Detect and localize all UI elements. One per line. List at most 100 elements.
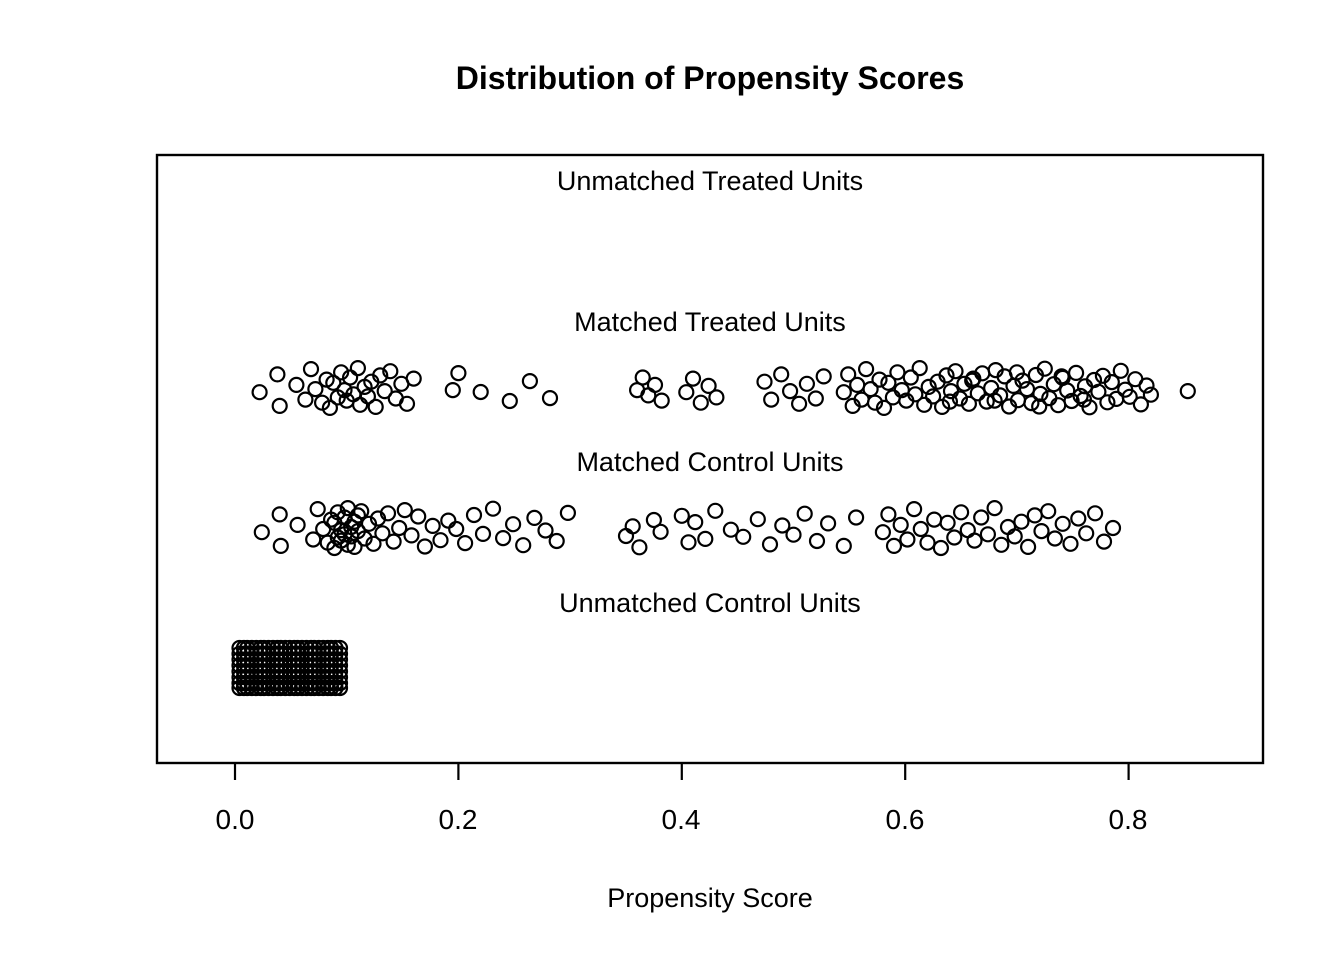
data-point [884, 389, 902, 406]
data-point [1023, 395, 1040, 412]
data-point [327, 679, 344, 697]
x-tick-label-0: 0.0 [215, 804, 255, 835]
data-point [749, 511, 766, 528]
data-point [646, 376, 664, 393]
group-label-matched-treated: Matched Treated Units [574, 307, 846, 337]
data-point [349, 360, 366, 377]
data-point [1031, 398, 1048, 415]
data-point [790, 395, 808, 412]
data-point [932, 539, 950, 557]
data-point [356, 530, 373, 547]
data-point [379, 505, 397, 522]
data-point [773, 366, 790, 383]
data-point [866, 394, 884, 411]
data-point [678, 384, 695, 401]
data-point [1090, 383, 1107, 400]
data-point [391, 519, 408, 537]
data-point [289, 516, 306, 534]
data-point [939, 514, 956, 531]
data-point [1053, 368, 1070, 385]
data-point [405, 370, 422, 387]
data-point [305, 531, 322, 548]
data-point [297, 391, 314, 408]
data-point [1132, 396, 1150, 413]
data-point [885, 537, 903, 555]
data-point [1086, 505, 1104, 522]
data-point [631, 539, 648, 556]
data-point [835, 537, 852, 555]
data-point [559, 504, 577, 522]
data-point [331, 645, 349, 662]
data-point [920, 378, 937, 395]
data-point [1063, 392, 1080, 410]
data-point [1062, 535, 1079, 552]
data-point [991, 387, 1009, 404]
data-point [359, 388, 376, 405]
data-point [947, 363, 964, 380]
data-point [1019, 538, 1037, 556]
data-point [1138, 377, 1155, 394]
data-point [484, 500, 502, 517]
data-point [1026, 507, 1043, 524]
data-point [993, 536, 1010, 553]
data-point [1075, 391, 1093, 408]
data-point [819, 515, 837, 532]
data-point [396, 502, 413, 519]
data-point [871, 371, 888, 388]
x-tick-label-2: 0.4 [661, 804, 701, 835]
data-point [680, 534, 697, 551]
data-point [321, 399, 338, 416]
data-point [331, 651, 349, 668]
data-point [1104, 519, 1122, 537]
data-point [840, 366, 857, 383]
data-point [912, 520, 929, 538]
data-point [403, 527, 420, 544]
data-point [1142, 386, 1160, 403]
data-point [385, 533, 402, 550]
data-point [781, 383, 799, 400]
data-point [353, 503, 370, 520]
data-point [911, 360, 928, 377]
data-point [1099, 394, 1116, 411]
data-point [735, 528, 752, 545]
data-point [271, 506, 288, 523]
data-point [966, 532, 983, 549]
data-point [973, 509, 990, 526]
data-point [346, 538, 363, 556]
data-point [673, 507, 690, 524]
data-point [899, 531, 916, 548]
data-point [808, 532, 826, 550]
data-point [1070, 510, 1087, 527]
data-point [652, 523, 669, 540]
data-point [450, 365, 467, 382]
data-point [424, 517, 441, 535]
data-point [956, 375, 973, 392]
data-point [333, 364, 350, 381]
data-point [653, 392, 670, 409]
data-point [1054, 515, 1071, 532]
data-point [515, 537, 532, 554]
data-point [331, 679, 349, 697]
data-point [410, 508, 427, 525]
data-point [1095, 533, 1113, 550]
data-point [367, 398, 384, 415]
data-point [374, 525, 391, 542]
data-point [807, 390, 824, 407]
data-point [617, 527, 635, 545]
data-point [763, 391, 780, 408]
data-point [847, 509, 865, 526]
data-point [707, 502, 724, 519]
data-point [325, 374, 342, 391]
data-point [774, 517, 791, 534]
data-point [1006, 528, 1023, 545]
data-point [986, 392, 1003, 409]
x-tick-label-4: 0.8 [1108, 804, 1148, 835]
data-point [951, 390, 969, 407]
data-point [331, 669, 349, 686]
data-point [835, 384, 852, 401]
data-point [372, 367, 389, 384]
data-point [1018, 381, 1036, 398]
data-point [521, 373, 539, 390]
data-point [889, 364, 906, 381]
